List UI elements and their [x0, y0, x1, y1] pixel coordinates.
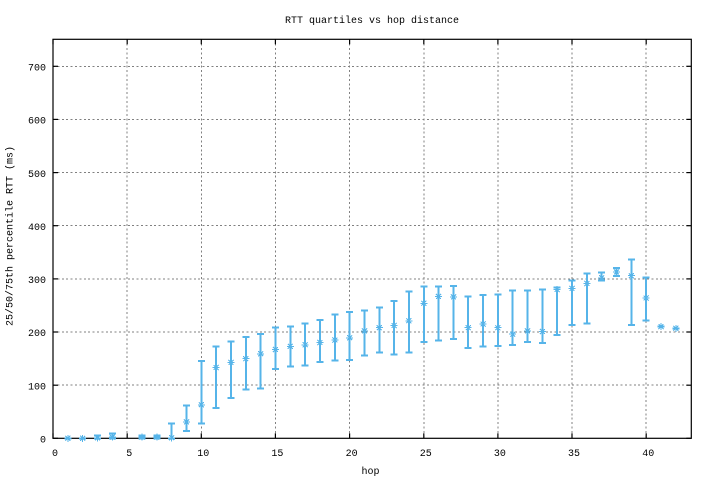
svg-text:0: 0 [40, 436, 46, 447]
svg-text:500: 500 [28, 170, 46, 181]
svg-text:RTT quartiles vs hop distance: RTT quartiles vs hop distance [285, 15, 459, 27]
svg-text:300: 300 [28, 276, 46, 287]
svg-text:40: 40 [642, 449, 654, 460]
svg-text:20: 20 [346, 449, 358, 460]
svg-text:25: 25 [420, 449, 432, 460]
svg-text:700: 700 [28, 64, 46, 75]
svg-text:100: 100 [28, 382, 46, 393]
svg-text:400: 400 [28, 223, 46, 234]
svg-text:200: 200 [28, 329, 46, 340]
svg-text:0: 0 [52, 449, 58, 460]
svg-text:30: 30 [494, 449, 506, 460]
svg-text:35: 35 [568, 449, 580, 460]
svg-text:15: 15 [271, 449, 283, 460]
svg-text:5: 5 [126, 449, 132, 460]
svg-text:25/50/75th percentile RTT (ms): 25/50/75th percentile RTT (ms) [5, 146, 17, 326]
svg-text:600: 600 [28, 117, 46, 128]
svg-text:hop: hop [361, 466, 379, 478]
svg-text:10: 10 [197, 449, 209, 460]
